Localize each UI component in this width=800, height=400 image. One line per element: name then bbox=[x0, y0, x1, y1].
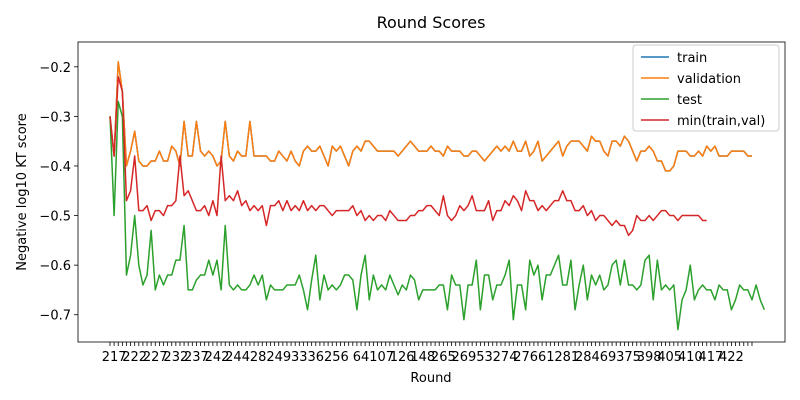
x-tick-label: 398 bbox=[637, 350, 662, 365]
x-tick-label: 362 bbox=[307, 350, 332, 365]
x-tick-label: 405 bbox=[657, 350, 682, 365]
y-tick-label: −0.3 bbox=[39, 110, 71, 125]
x-tick-label: 107 bbox=[369, 350, 394, 365]
y-axis-label: Negative log10 KT score bbox=[15, 113, 30, 271]
legend-label-0: train bbox=[677, 51, 707, 66]
x-tick-label: 276 bbox=[513, 350, 538, 365]
x-tick-label: 244 bbox=[225, 350, 250, 365]
legend-label-2: test bbox=[677, 93, 702, 108]
y-tick-label: −0.2 bbox=[39, 61, 71, 76]
x-tick-label: 64 bbox=[353, 350, 370, 365]
series-line-2 bbox=[109, 100, 766, 331]
x-tick-label: 126 bbox=[390, 350, 415, 365]
x-tick-label: 232 bbox=[163, 350, 188, 365]
x-tick-label: 61 bbox=[538, 350, 555, 365]
x-tick-label: 265 bbox=[431, 350, 456, 365]
legend: train validation test min(train,val) bbox=[632, 44, 780, 132]
x-tick-label: 33 bbox=[291, 350, 308, 365]
series-line-3 bbox=[109, 75, 707, 237]
x-tick-label: 274 bbox=[493, 350, 518, 365]
x-tick-label: 69 bbox=[600, 350, 617, 365]
chart-title: Round Scores bbox=[377, 13, 486, 32]
x-tick-label: 237 bbox=[184, 350, 209, 365]
y-axis: −0.2 −0.3 −0.4 −0.5 −0.6 −0.7 bbox=[39, 61, 78, 324]
x-tick-label: 56 bbox=[332, 350, 349, 365]
plot-area bbox=[109, 61, 766, 331]
x-tick-label: 410 bbox=[678, 350, 703, 365]
x-tick-label: 227 bbox=[143, 350, 168, 365]
x-tick-label: 284 bbox=[575, 350, 600, 365]
y-tick-label: −0.5 bbox=[39, 210, 71, 225]
plot-frame bbox=[77, 41, 786, 343]
x-tick-label: 222 bbox=[122, 350, 147, 365]
x-tick-label: 28 bbox=[250, 350, 267, 365]
x-tick-label: 375 bbox=[616, 350, 641, 365]
legend-label-1: validation bbox=[677, 72, 741, 87]
x-tick-label: 242 bbox=[205, 350, 230, 365]
x-tick-label: 269 bbox=[452, 350, 477, 365]
x-axis-label: Round bbox=[410, 371, 451, 386]
legend-box bbox=[632, 44, 780, 132]
legend-label-3: min(train,val) bbox=[677, 114, 765, 129]
x-tick-label: 417 bbox=[698, 350, 723, 365]
y-tick-label: −0.4 bbox=[39, 160, 71, 175]
x-tick-label: 281 bbox=[554, 350, 579, 365]
x-tick-label: 148 bbox=[410, 350, 435, 365]
x-tick-label: 249 bbox=[266, 350, 291, 365]
series-line-1 bbox=[109, 61, 752, 172]
y-tick-label: −0.6 bbox=[39, 259, 71, 274]
x-tick-label: 422 bbox=[719, 350, 744, 365]
x-tick-label: 53 bbox=[476, 350, 493, 365]
y-tick-label: −0.7 bbox=[39, 309, 71, 324]
x-tick-label: 217 bbox=[102, 350, 127, 365]
